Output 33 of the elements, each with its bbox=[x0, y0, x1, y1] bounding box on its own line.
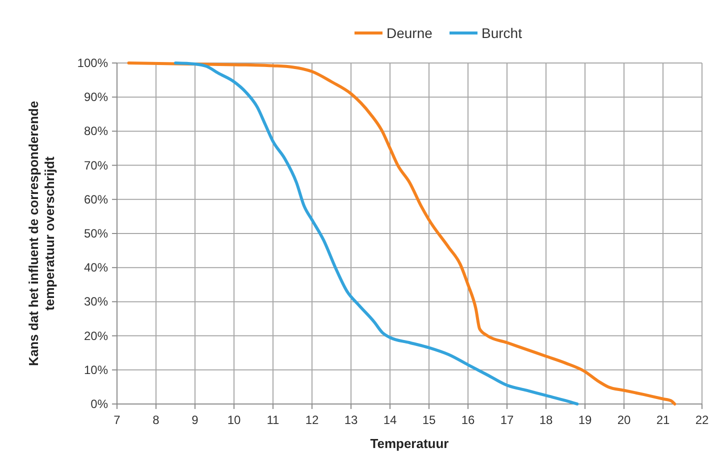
y-tick-label: 50% bbox=[84, 226, 108, 240]
x-tick-label: 7 bbox=[114, 413, 121, 427]
y-tick-label: 70% bbox=[84, 158, 108, 172]
y-tick-label: 0% bbox=[90, 397, 108, 411]
legend-label: Burcht bbox=[482, 25, 522, 41]
y-tick-label: 10% bbox=[84, 362, 108, 377]
y-tick-label: 20% bbox=[84, 328, 108, 343]
line-series bbox=[127, 62, 676, 406]
x-tick-label: 20 bbox=[617, 413, 631, 427]
y-tick-label: 40% bbox=[84, 260, 108, 275]
x-tick-label: 11 bbox=[266, 413, 280, 427]
y-tick-label: 100% bbox=[77, 56, 108, 70]
x-tick-label: 15 bbox=[422, 413, 436, 427]
x-tick-label: 12 bbox=[305, 413, 319, 427]
x-tick-label: 22 bbox=[695, 413, 709, 427]
legend-label: Deurne bbox=[386, 25, 433, 41]
x-axis-title: Temperatuur bbox=[370, 436, 449, 451]
x-tick-label: 14 bbox=[383, 413, 397, 427]
y-tick-label: 60% bbox=[84, 192, 108, 206]
y-tick-label: 90% bbox=[84, 90, 108, 104]
y-tick-label: 30% bbox=[84, 294, 108, 309]
x-tick-label: 16 bbox=[461, 413, 475, 427]
x-tick-label: 9 bbox=[192, 413, 199, 427]
x-tick-label: 13 bbox=[344, 413, 358, 427]
x-tick-label: 21 bbox=[656, 413, 670, 427]
x-tick-label: 19 bbox=[578, 413, 592, 427]
x-tick-label: 18 bbox=[539, 413, 553, 427]
x-tick-label: 17 bbox=[500, 413, 514, 427]
y-tick-label: 80% bbox=[84, 124, 108, 138]
x-tick-label: 8 bbox=[152, 413, 160, 427]
y-axis-title: Kans dat het influent de corresponderende temperatuur overschrijdt bbox=[26, 100, 57, 366]
line-series bbox=[174, 62, 579, 406]
x-tick-label: 10 bbox=[227, 413, 241, 427]
